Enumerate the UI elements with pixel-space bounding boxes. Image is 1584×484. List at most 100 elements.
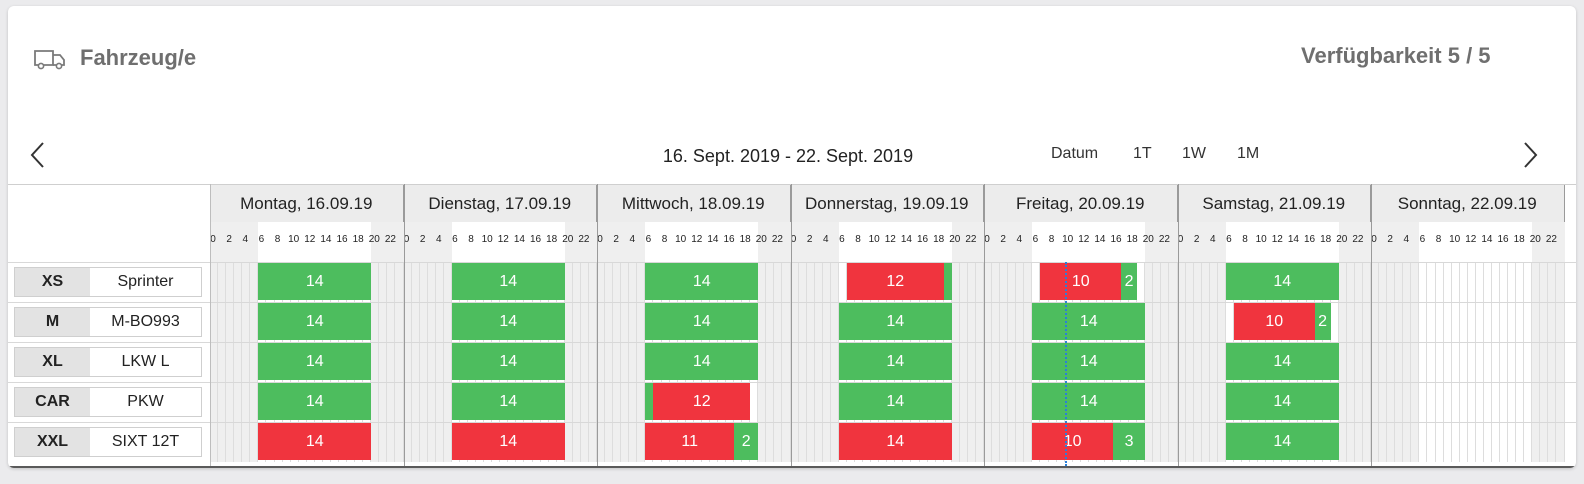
hour-tick-label: 8 <box>661 234 668 245</box>
vehicle-size: XL <box>15 348 90 376</box>
vehicle-row-label[interactable]: CAR PKW <box>14 387 202 417</box>
booking-bar-booked[interactable]: 12 <box>653 383 751 420</box>
booking-bar-available[interactable]: 14 <box>645 303 759 340</box>
hour-tick-label: 4 <box>629 234 636 245</box>
booking-bar-available[interactable] <box>645 383 654 420</box>
hour-tick-label: 6 <box>452 234 458 245</box>
booking-bar-available[interactable]: 14 <box>1032 343 1146 380</box>
hour-tick-label: 8 <box>274 234 281 245</box>
hour-tick-label: 4 <box>1403 234 1410 245</box>
booking-bar-booked[interactable]: 10 <box>1032 423 1113 460</box>
hour-tick-label: 16 <box>723 234 735 245</box>
booking-bar-booked[interactable]: 10 <box>1040 263 1122 300</box>
booking-bar-available[interactable]: 14 <box>645 263 759 300</box>
booking-bar-available[interactable]: 14 <box>1225 343 1339 380</box>
vehicle-availability-card: Fahrzeug/e Verfügbarkeit 5 / 5 16. Sept.… <box>8 6 1576 468</box>
vehicle-lane <box>8 382 1576 422</box>
booking-bar-available[interactable]: 14 <box>451 263 565 300</box>
booking-bar-available[interactable]: 14 <box>1225 263 1339 300</box>
booking-bar-available[interactable]: 2 <box>1121 263 1138 300</box>
hour-tick-label: 18 <box>546 234 558 245</box>
hour-tick-label: 4 <box>242 234 249 245</box>
booking-bar-available[interactable]: 14 <box>838 303 952 340</box>
booking-bar-available[interactable]: 14 <box>258 383 372 420</box>
date-range: 16. Sept. 2019 - 22. Sept. 2019 <box>662 146 914 166</box>
hour-tick-label: 14 <box>1481 234 1493 245</box>
hour-tick-label: 0 <box>1177 234 1184 245</box>
booking-bar-booked[interactable]: 14 <box>258 423 372 460</box>
availability-count: Verfügbarkeit 5 / 5 <box>1301 43 1491 68</box>
hour-tick-label: 14 <box>320 234 332 245</box>
hour-scale: 0 2 4 6 8 10 12 14 16 18 20 22 <box>1371 222 1565 262</box>
booking-bar-available[interactable]: 14 <box>1225 383 1339 420</box>
chevron-left-icon[interactable] <box>26 140 50 170</box>
hour-tick-label: 10 <box>1255 234 1267 245</box>
hour-tick-label: 6 <box>1032 234 1039 245</box>
hour-tick-label: 18 <box>739 234 751 245</box>
hour-tick-label: 8 <box>1242 234 1248 245</box>
vehicle-row-label[interactable]: XXL SIXT 12T <box>14 427 202 457</box>
booking-bar-booked[interactable]: 14 <box>838 423 952 460</box>
hour-tick-label: 10 <box>288 234 300 245</box>
day-header: Sonntag, 22.09.19 <box>1371 185 1565 222</box>
booking-bar-booked[interactable]: 14 <box>451 423 565 460</box>
booking-bar-available[interactable]: 14 <box>645 343 759 380</box>
hour-scale: 0 2 4 6 8 10 12 14 16 18 20 22 <box>1177 222 1371 262</box>
booking-bar-available[interactable]: 14 <box>838 383 952 420</box>
vehicle-size: XXL <box>15 428 90 456</box>
hour-scale: 0 2 4 6 8 10 12 14 16 18 20 22 <box>210 222 404 262</box>
hour-tick-label: 20 <box>755 234 767 245</box>
zoom-date-button[interactable]: Datum <box>1051 145 1099 162</box>
vehicle-row-label[interactable]: XL LKW L <box>14 347 202 377</box>
hour-tick-label: 16 <box>1303 234 1316 245</box>
hour-tick-label: 12 <box>497 234 509 245</box>
card-title: Fahrzeug/e <box>80 45 197 70</box>
hour-tick-label: 22 <box>1158 234 1170 245</box>
booking-bar-booked[interactable]: 10 <box>1233 303 1315 340</box>
hour-tick-label: 0 <box>790 234 797 245</box>
booking-bar-booked[interactable]: 12 <box>846 263 944 300</box>
zoom-1w-button[interactable]: 1W <box>1182 145 1206 162</box>
hour-tick-label: 10 <box>481 234 493 245</box>
booking-bar-available[interactable]: 14 <box>258 343 372 380</box>
zoom-1t-button[interactable]: 1T <box>1133 145 1152 162</box>
zoom-1m-button[interactable]: 1M <box>1237 145 1260 162</box>
hour-tick-label: 14 <box>1094 234 1106 245</box>
booking-bar-available[interactable]: 2 <box>1314 303 1331 340</box>
booking-bar-booked[interactable]: 11 <box>645 423 735 460</box>
vehicle-row-label[interactable]: M M-BO993 <box>14 307 202 337</box>
booking-bar-available[interactable]: 14 <box>451 303 565 340</box>
hour-tick-label: 16 <box>1497 234 1509 245</box>
booking-bar-available[interactable]: 14 <box>1225 423 1339 460</box>
day-header: Freitag, 20.09.19 <box>984 185 1178 222</box>
booking-bar-available[interactable]: 14 <box>1032 303 1146 340</box>
hour-tick-label: 6 <box>1226 234 1232 245</box>
hour-tick-label: 12 <box>1465 234 1477 245</box>
hour-tick-label: 2 <box>806 234 813 245</box>
hour-tick-label: 2 <box>613 234 619 245</box>
hour-tick-label: 14 <box>1287 234 1299 245</box>
hour-tick-label: 6 <box>645 234 652 245</box>
booking-bar-available[interactable]: 14 <box>258 303 372 340</box>
booking-bar-available[interactable]: 3 <box>1113 423 1146 460</box>
hour-tick-label: 2 <box>1387 234 1393 245</box>
vehicle-lane <box>8 262 1576 302</box>
hour-tick-label: 22 <box>578 234 590 245</box>
hour-tick-label: 12 <box>304 234 316 245</box>
hour-tick-label: 18 <box>1513 234 1525 245</box>
day-divider <box>597 184 598 468</box>
booking-bar-available[interactable]: 14 <box>451 343 565 380</box>
booking-bar-available[interactable] <box>943 263 952 300</box>
truck-icon <box>34 50 65 70</box>
vehicle-name: LKW L <box>121 353 170 370</box>
chevron-right-icon[interactable] <box>1518 140 1542 170</box>
booking-bar-available[interactable]: 14 <box>451 383 565 420</box>
hour-tick-label: 22 <box>1352 234 1364 245</box>
booking-bar-available[interactable]: 2 <box>734 423 759 460</box>
booking-bar-available[interactable]: 14 <box>838 343 952 380</box>
vehicle-row-label[interactable]: XS Sprinter <box>14 267 202 297</box>
hour-tick-label: 16 <box>1110 234 1122 245</box>
booking-bar-available[interactable]: 14 <box>258 263 372 300</box>
booking-bar-available[interactable]: 14 <box>1032 383 1146 420</box>
vehicle-size: M <box>15 308 90 336</box>
